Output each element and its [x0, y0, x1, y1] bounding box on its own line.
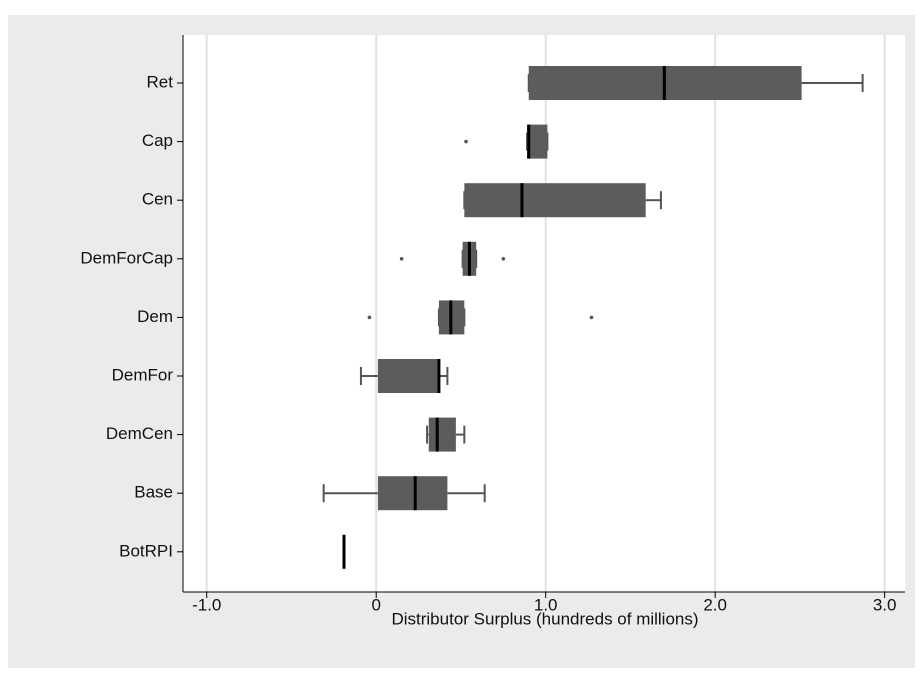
- y-tick-label: Cap: [142, 131, 173, 150]
- box: [464, 183, 646, 218]
- plot-area: [183, 35, 905, 592]
- box: [377, 476, 448, 511]
- y-tick-label: Cen: [142, 190, 173, 209]
- box: [527, 124, 548, 159]
- x-tick-label: 3.0: [873, 595, 897, 614]
- y-tick-label: Dem: [137, 307, 173, 326]
- box: [377, 359, 439, 393]
- outlier: [501, 257, 506, 261]
- y-tick-label: BotRPI: [119, 541, 173, 560]
- y-tick-label: DemCen: [106, 424, 173, 443]
- y-tick-label: Base: [134, 483, 173, 502]
- x-axis-label: Distributor Surplus (hundreds of million…: [391, 609, 698, 628]
- box: [428, 417, 456, 452]
- x-tick-label: 0: [371, 595, 380, 614]
- outlier: [367, 315, 372, 320]
- outlier: [589, 315, 594, 320]
- x-tick-label: 1.0: [534, 595, 558, 614]
- outlier: [399, 257, 404, 261]
- x-tick-label: -1.0: [192, 595, 221, 614]
- y-tick-label: DemFor: [112, 365, 174, 384]
- outlier: [464, 139, 468, 144]
- y-tick-label: Ret: [147, 72, 174, 91]
- x-tick-label: 2.0: [703, 595, 727, 614]
- y-tick-label: DemForCap: [80, 248, 173, 267]
